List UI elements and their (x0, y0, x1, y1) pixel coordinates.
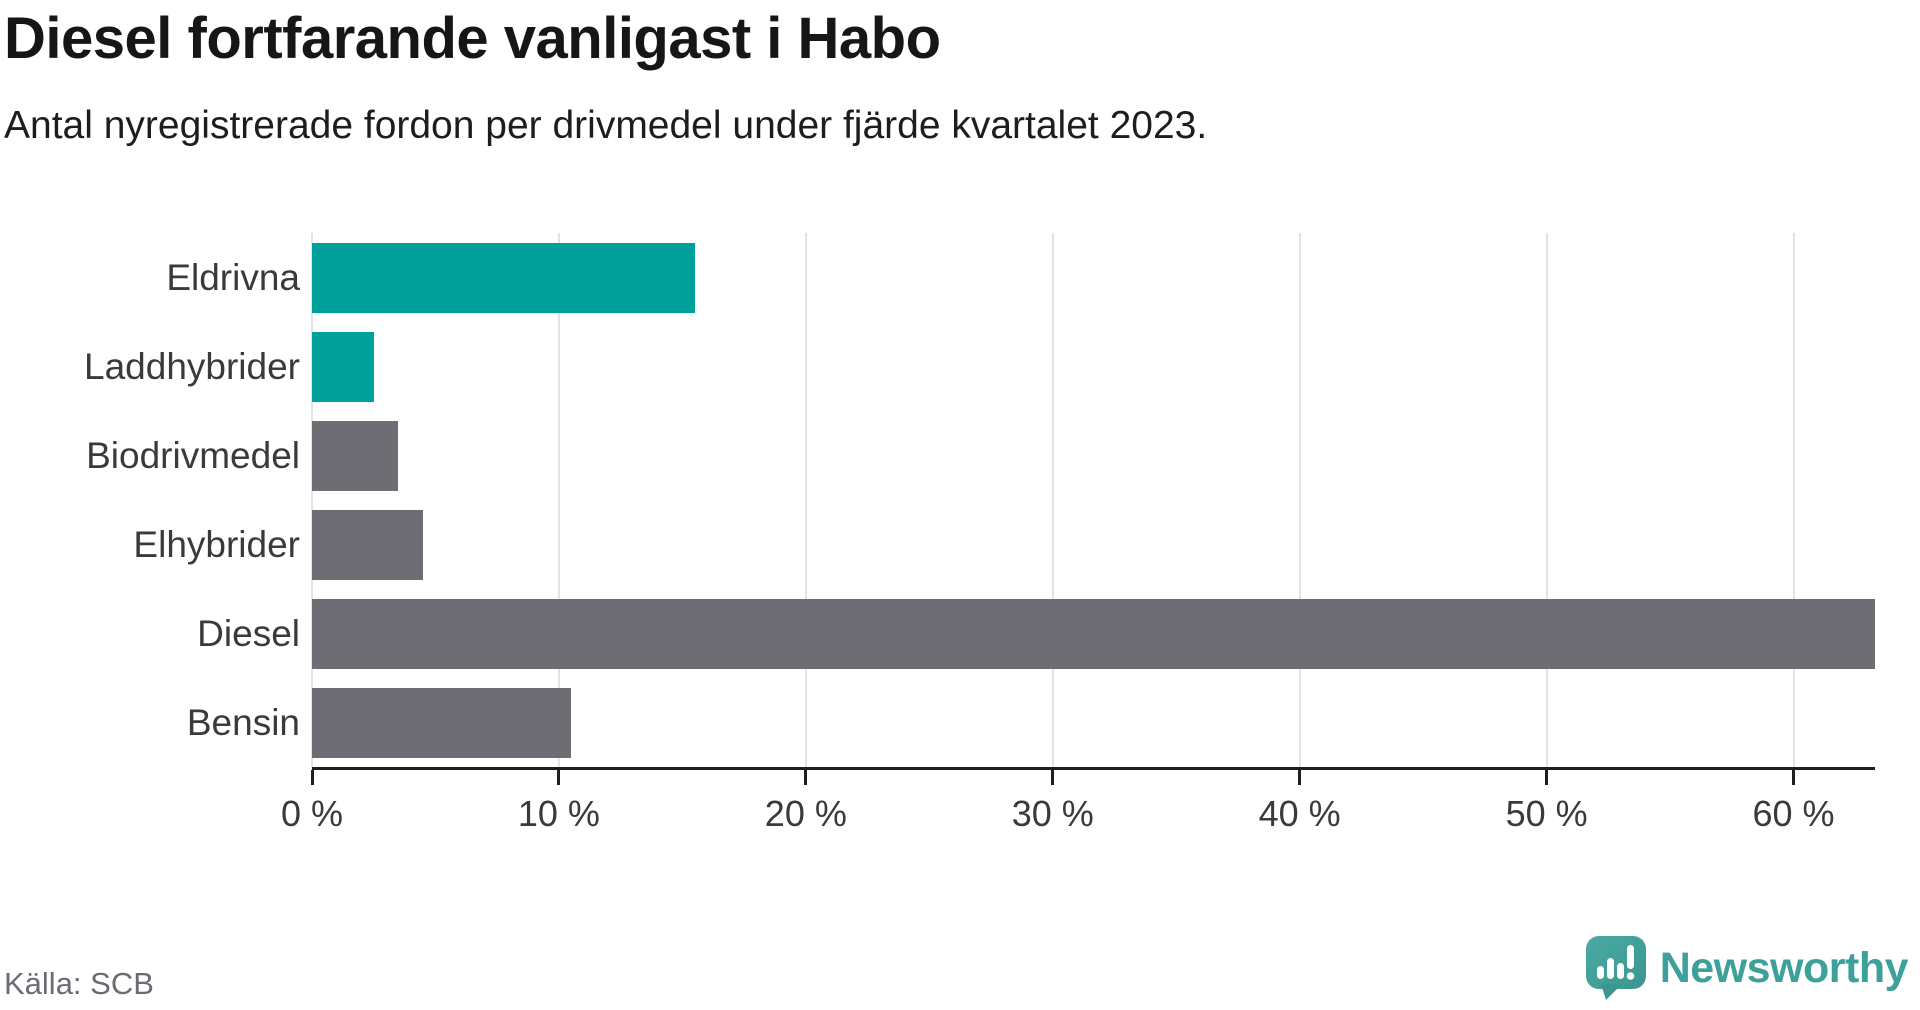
gridline-10 (557, 233, 560, 767)
x-tick-mark-20 (804, 770, 808, 785)
x-tick-mark-50 (1545, 770, 1549, 785)
category-label-diesel: Diesel (197, 612, 300, 654)
category-label-biodrivmedel: Biodrivmedel (86, 434, 300, 476)
chart-subtitle: Antal nyregistrerade fordon per drivmede… (4, 104, 1208, 147)
gridline-20 (804, 233, 807, 767)
gridline-40 (1298, 233, 1301, 767)
x-tick-mark-60 (1792, 770, 1796, 785)
x-tick-label-20: 20 % (764, 793, 847, 834)
gridline-60 (1792, 233, 1795, 767)
bar-eldrivna (312, 242, 695, 313)
gridline-0 (311, 233, 313, 767)
x-tick-label-10: 10 % (517, 793, 600, 834)
gridline-30 (1051, 233, 1054, 767)
category-label-eldrivna: Eldrivna (166, 256, 300, 298)
category-label-bensin: Bensin (186, 701, 300, 743)
x-tick-mark-0 (310, 770, 314, 785)
x-tick-label-30: 30 % (1011, 793, 1094, 834)
bar-diesel (312, 598, 1875, 669)
x-tick-mark-30 (1051, 770, 1055, 785)
gridline-50 (1545, 233, 1548, 767)
category-label-elhybrider: Elhybrider (133, 523, 300, 565)
bar-laddhybrider (312, 331, 374, 402)
category-label-laddhybrider: Laddhybrider (84, 345, 300, 387)
bar-biodrivmedel (312, 420, 399, 491)
x-tick-label-0: 0 % (280, 793, 344, 834)
newsworthy-speech-bubble-chart-icon (1585, 936, 1646, 1000)
x-axis-line (312, 767, 1875, 770)
newsworthy-branding: Newsworthy (1585, 936, 1909, 1000)
bar-elhybrider (312, 509, 424, 580)
newsworthy-wordmark: Newsworthy (1659, 943, 1909, 992)
x-tick-label-50: 50 % (1505, 793, 1588, 834)
x-tick-mark-40 (1298, 770, 1302, 785)
bar-bensin (312, 687, 572, 758)
x-tick-label-60: 60 % (1752, 793, 1835, 834)
chart-title: Diesel fortfarande vanligast i Habo (4, 6, 941, 71)
source-note: Källa: SCB (4, 966, 154, 1001)
x-tick-label-40: 40 % (1258, 793, 1341, 834)
x-tick-mark-10 (557, 770, 561, 785)
